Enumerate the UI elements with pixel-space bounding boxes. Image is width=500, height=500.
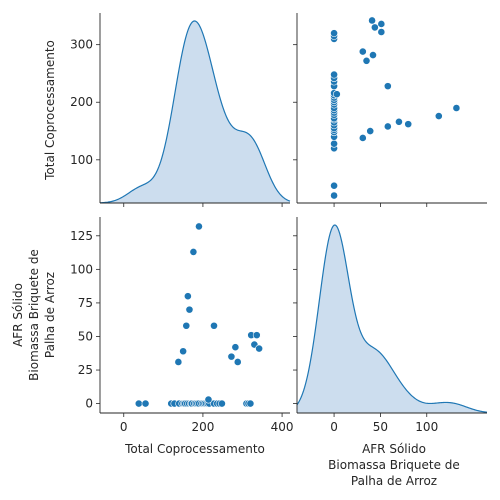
- bottom-left-y-tick-label-0: 0: [85, 397, 93, 411]
- x-axis-title-afr-line-3: Palha de Arroz: [351, 474, 437, 488]
- bottom-left-y-ticks: 0 25 50 75 100 125: [70, 229, 100, 411]
- scatter-point-total-vs-afr: [231, 343, 240, 352]
- kde-total-line: [99, 20, 291, 204]
- scatter-point-afr-vs-total: [368, 16, 376, 25]
- y-axis-title-afr-line-1: AFR Sólido: [11, 283, 25, 347]
- scatter-point-afr-vs-total: [330, 191, 338, 200]
- scatter-point-total-vs-afr: [141, 399, 150, 408]
- kde-afr-fill: [297, 225, 487, 413]
- top-left-x-ticks: [123, 203, 283, 207]
- scatter-point-total-vs-afr: [210, 321, 218, 330]
- top-left-y-ticks: 100 200 300: [70, 38, 100, 167]
- panel-bottom-right: 0 50 100: [293, 217, 488, 434]
- scatter-point-total-vs-afr: [182, 321, 191, 330]
- bottom-left-y-tick-label-50: 50: [78, 329, 93, 343]
- scatter-point-total-vs-afr: [183, 292, 192, 301]
- scatter-point-total-vs-afr: [179, 347, 188, 356]
- top-right-y-ticks: [293, 44, 297, 161]
- bottom-right-x-tick-label-50: 50: [373, 420, 388, 434]
- scatter-point-afr-vs-total: [377, 20, 386, 28]
- scatter-point-afr-vs-total: [434, 112, 443, 120]
- x-axis-title-afr-line-2: Biomassa Briquete de: [328, 458, 460, 472]
- scatter-point-afr-vs-total: [395, 117, 403, 126]
- scatter-point-afr-vs-total: [332, 90, 341, 99]
- bottom-right-y-ticks: [293, 235, 297, 405]
- x-axis-title-afr: AFR Sólido Biomassa Briquete de Palha de…: [328, 442, 460, 488]
- scatter-point-afr-vs-total: [383, 122, 392, 131]
- bottom-left-y-tick-label-75: 75: [78, 296, 93, 310]
- bottom-left-x-ticks: 0 200 400: [120, 413, 294, 434]
- scatter-point-afr-vs-total: [330, 29, 338, 38]
- scatter-point-total-vs-afr: [185, 305, 194, 314]
- top-left-y-tick-label-100: 100: [70, 153, 93, 167]
- scatter-point-total-vs-afr: [227, 352, 236, 361]
- top-right-points: [330, 16, 461, 200]
- bottom-left-points: [134, 222, 264, 408]
- x-axis-title-afr-line-1: AFR Sólido: [362, 442, 426, 456]
- bottom-left-y-tick-label-25: 25: [78, 363, 93, 377]
- scatter-point-total-vs-afr: [195, 222, 203, 231]
- bottom-left-y-tick-label-125: 125: [70, 229, 93, 243]
- scatter-point-total-vs-afr: [246, 399, 255, 408]
- scatter-point-afr-vs-total: [358, 47, 367, 56]
- y-axis-title-total: Total Coprocessamento: [43, 40, 57, 181]
- scatter-point-afr-vs-total: [330, 181, 338, 190]
- scatter-point-afr-vs-total: [377, 28, 386, 36]
- panel-top-right: [293, 13, 487, 207]
- scatter-point-total-vs-afr: [174, 358, 183, 366]
- y-axis-title-afr-line-3: Palha de Arroz: [43, 272, 57, 358]
- scatter-point-total-vs-afr: [218, 399, 226, 408]
- panel-top-left: 100 200 300: [70, 13, 291, 207]
- scatter-point-afr-vs-total: [362, 56, 371, 65]
- panel-bottom-left: 0 25 50 75 100 125 0 200 400: [70, 217, 294, 434]
- scatter-point-afr-vs-total: [366, 127, 375, 135]
- bottom-left-y-tick-label-100: 100: [70, 262, 93, 276]
- y-axis-title-afr: AFR Sólido Biomassa Briquete de Palha de…: [11, 249, 57, 381]
- bottom-right-x-tick-label-0: 0: [330, 420, 338, 434]
- scatter-point-afr-vs-total: [358, 134, 367, 142]
- scatter-point-afr-vs-total: [369, 51, 377, 59]
- top-right-x-ticks: [333, 203, 428, 207]
- bottom-right-x-tick-label-100: 100: [415, 420, 438, 434]
- scatter-point-total-vs-afr: [233, 358, 242, 366]
- scatter-point-afr-vs-total: [404, 120, 413, 129]
- top-left-y-tick-label-200: 200: [70, 95, 93, 109]
- x-axis-title-total: Total Coprocessamento: [124, 442, 265, 456]
- scatter-point-total-vs-afr: [255, 344, 264, 353]
- scatter-point-afr-vs-total: [330, 70, 338, 79]
- bottom-left-x-tick-label-400: 400: [271, 420, 294, 434]
- scatter-point-afr-vs-total: [383, 82, 392, 91]
- scatter-point-afr-vs-total: [452, 104, 461, 112]
- scatter-point-total-vs-afr: [204, 395, 213, 404]
- scatter-point-total-vs-afr: [134, 399, 143, 408]
- scatter-point-afr-vs-total: [330, 139, 338, 148]
- bottom-left-x-tick-label-0: 0: [120, 420, 128, 434]
- kde-afr-line: [296, 224, 488, 413]
- bottom-left-x-tick-label-200: 200: [191, 420, 214, 434]
- top-left-y-tick-label-300: 300: [70, 38, 93, 52]
- kde-total-fill: [100, 21, 290, 203]
- scatter-point-total-vs-afr: [252, 331, 261, 340]
- bottom-right-x-ticks: 0 50 100: [330, 413, 438, 434]
- scatter-point-total-vs-afr: [189, 248, 198, 256]
- y-axis-title-afr-line-2: Biomassa Briquete de: [27, 249, 41, 381]
- scatter-point-afr-vs-total: [370, 23, 379, 32]
